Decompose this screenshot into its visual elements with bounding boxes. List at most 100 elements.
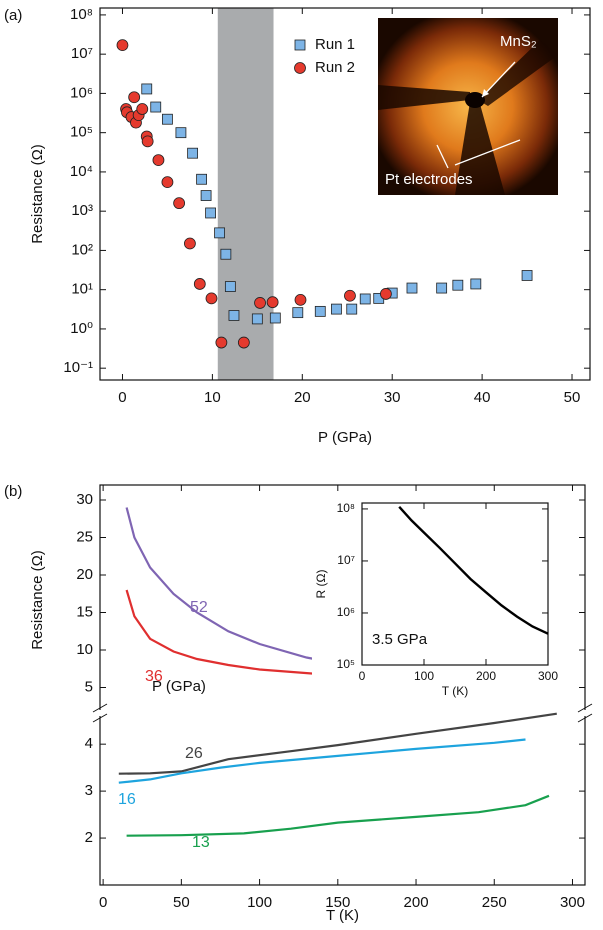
- axis-break-gap: [582, 710, 588, 716]
- data-point: [359, 293, 371, 305]
- data-point: [173, 197, 186, 210]
- data-point: [184, 237, 196, 250]
- data-point: [187, 147, 199, 159]
- axis-break: [92, 713, 108, 723]
- data-point: [116, 39, 129, 52]
- x-axis-label: P (GPa): [318, 429, 372, 446]
- x-tick-label: 200: [404, 894, 429, 911]
- data-point: [269, 312, 281, 324]
- data-point: [141, 135, 154, 148]
- y-tick-label: 10⁸: [70, 6, 93, 23]
- data-point: [228, 310, 240, 321]
- data-point: [128, 91, 141, 104]
- y-tick-label: 25: [76, 528, 93, 545]
- y-tick-label: 3: [85, 782, 93, 799]
- data-point: [294, 293, 307, 306]
- data-point: [331, 303, 342, 315]
- data-point: [214, 227, 225, 239]
- data-point: [141, 83, 153, 95]
- electrode-shadow: [455, 102, 505, 195]
- series-label: 52: [190, 599, 208, 616]
- data-point: [344, 289, 356, 302]
- x-tick-label: 0: [118, 389, 126, 406]
- x-tick-label: 200: [476, 669, 496, 683]
- data-point: [254, 297, 266, 309]
- data-point: [452, 279, 464, 291]
- data-point: [196, 173, 207, 185]
- data-point: [380, 288, 392, 300]
- y-tick-label: 20: [76, 566, 93, 583]
- x-tick-label: 30: [384, 389, 401, 406]
- y-axis-label: Resistance (Ω): [29, 144, 46, 244]
- y-tick-label: 10¹: [71, 281, 93, 298]
- data-point: [220, 248, 232, 260]
- arrowhead: [482, 89, 489, 97]
- data-point: [436, 282, 448, 294]
- annotation: P (GPa): [152, 678, 206, 695]
- data-point: [150, 101, 162, 113]
- inset-photo: MnS₂ Pt electrodes: [378, 18, 558, 195]
- inset-annotation: 3.5 GPa: [372, 631, 428, 648]
- inset-frame: [361, 502, 549, 666]
- y-tick-label: 5: [85, 678, 93, 695]
- x-tick-label: 40: [474, 389, 491, 406]
- x-tick-label: 50: [173, 894, 190, 911]
- x-tick-label: 300: [538, 669, 558, 683]
- axis-break: [92, 703, 108, 713]
- data-point: [136, 103, 149, 115]
- y-tick-label: 10⁻¹: [63, 359, 93, 376]
- photo-label: MnS₂: [500, 33, 537, 50]
- panel-label: (b): [4, 483, 22, 500]
- data-point: [346, 303, 358, 315]
- y-tick-label: 10³: [71, 202, 93, 219]
- series-label: 26: [185, 745, 203, 762]
- data-point: [193, 278, 206, 290]
- shaded-region: [217, 8, 274, 380]
- inset-y-label: R (Ω): [314, 570, 328, 599]
- plot-frame: [99, 484, 586, 886]
- data-line: [118, 712, 557, 775]
- arrow: [481, 61, 516, 98]
- y-tick-label: 30: [76, 491, 93, 508]
- series-label: 16: [118, 791, 136, 808]
- photo-label: Pt electrodes: [385, 171, 473, 188]
- data-point: [200, 190, 212, 201]
- data-point: [521, 270, 533, 281]
- data-point: [237, 336, 250, 349]
- x-tick-label: 0: [359, 669, 366, 683]
- electrode-shadow: [378, 85, 470, 110]
- series-label: 13: [192, 834, 210, 851]
- axis-break: [577, 703, 593, 713]
- x-axis-label: T (K): [326, 907, 359, 924]
- x-tick-label: 50: [564, 389, 581, 406]
- data-point: [314, 305, 326, 317]
- y-tick-label: 10⁶: [70, 84, 93, 101]
- plot-frame: [99, 7, 591, 381]
- data-point: [215, 336, 228, 349]
- panel-label: (a): [4, 7, 22, 24]
- legend-label: Run 2: [315, 59, 355, 76]
- y-tick-label: 10⁶: [337, 605, 355, 619]
- data-point: [406, 282, 418, 294]
- data-point: [292, 307, 304, 319]
- data-line: [118, 738, 526, 784]
- data-point: [224, 281, 236, 292]
- y-tick-label: 10⁷: [337, 553, 355, 567]
- y-tick-label: 10⁸: [337, 501, 355, 515]
- y-tick-label: 2: [85, 829, 93, 846]
- data-point: [175, 127, 187, 139]
- y-tick-label: 4: [85, 735, 93, 752]
- y-tick-label: 10⁴: [70, 163, 93, 180]
- legend-marker: [294, 62, 306, 74]
- x-tick-label: 10: [204, 389, 221, 406]
- y-tick-label: 10: [76, 641, 93, 658]
- data-point: [470, 278, 482, 290]
- y-tick-label: 15: [76, 603, 93, 620]
- data-point: [205, 292, 218, 305]
- y-tick-label: 10⁷: [71, 45, 93, 62]
- inset-line: [398, 505, 549, 635]
- y-tick-label: 10⁵: [70, 124, 93, 141]
- x-tick-label: 250: [482, 894, 507, 911]
- sample: [465, 92, 485, 108]
